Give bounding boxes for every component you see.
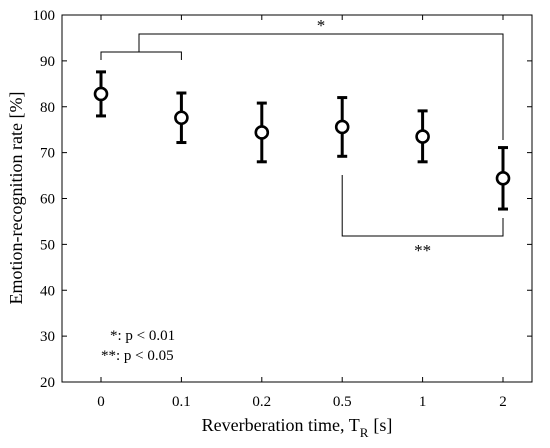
x-tick-label: 0.5	[333, 394, 352, 410]
marks-layer	[93, 70, 511, 211]
y-tick-label: 50	[40, 237, 55, 253]
significance-bracket-group-0-0.1	[100, 51, 182, 60]
y-axis-label: Emotion-recognition rate [%]	[6, 92, 26, 305]
y-tick-label: 40	[40, 283, 55, 299]
note-p001: *: p < 0.01	[110, 328, 175, 344]
x-tick-label: 0	[97, 394, 105, 410]
data-point-marker	[495, 171, 511, 186]
data-point-marker	[254, 125, 270, 140]
significance-layer: ***	[100, 16, 504, 260]
x-axis-label-main: Reverberation time, T	[202, 415, 360, 435]
ticks-layer: 20 30 40 50 60 70 80 90 100 0 0.1 0.2 0.5 1 2	[33, 8, 532, 410]
significance-bracket-star	[138, 33, 504, 140]
x-tick-label: 2	[499, 394, 507, 410]
y-tick-label: 60	[40, 192, 55, 208]
y-tick-label: 20	[40, 375, 55, 391]
data-point-marker	[174, 110, 189, 126]
x-tick-label: 0.2	[252, 394, 271, 410]
x-tick-label: 0.1	[172, 394, 191, 410]
x-tick-label: 1	[419, 394, 427, 410]
data-point-marker	[415, 129, 430, 144]
significance-label-star: *	[317, 16, 326, 35]
x-axis-label: Reverberation time, TR [s]	[202, 415, 393, 440]
x-axis-label-subscript: R	[360, 425, 369, 440]
significance-bracket-double-star	[341, 175, 504, 237]
data-point-marker	[334, 119, 350, 135]
significance-label-double-star: **	[414, 241, 431, 260]
plot-area-frame	[61, 14, 533, 383]
data-point-marker	[93, 86, 109, 102]
y-tick-label: 30	[40, 329, 55, 345]
y-tick-label: 90	[40, 54, 55, 70]
y-tick-label: 100	[33, 8, 56, 24]
x-axis-label-unit: [s]	[373, 415, 392, 435]
note-p005: **: p < 0.05	[101, 348, 174, 364]
y-tick-label: 80	[40, 100, 55, 116]
y-tick-label: 70	[40, 146, 55, 162]
